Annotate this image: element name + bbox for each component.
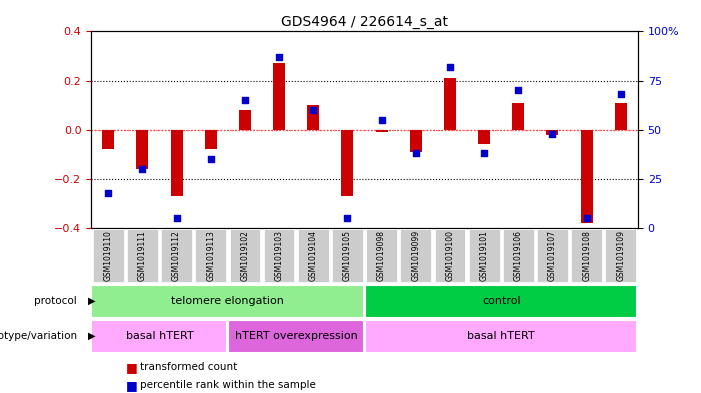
Text: ■: ■ bbox=[126, 361, 138, 374]
Point bbox=[342, 215, 353, 221]
Point bbox=[308, 107, 319, 113]
Point bbox=[615, 91, 627, 97]
Point bbox=[239, 97, 250, 103]
Text: GSM1019112: GSM1019112 bbox=[172, 230, 181, 281]
Text: ■: ■ bbox=[126, 378, 138, 392]
FancyBboxPatch shape bbox=[400, 229, 431, 282]
Text: GSM1019098: GSM1019098 bbox=[377, 230, 386, 281]
Point bbox=[581, 215, 592, 221]
FancyBboxPatch shape bbox=[365, 320, 637, 352]
FancyBboxPatch shape bbox=[127, 229, 158, 282]
FancyBboxPatch shape bbox=[228, 320, 363, 352]
FancyBboxPatch shape bbox=[366, 229, 397, 282]
Bar bbox=[444, 78, 456, 130]
Text: protocol: protocol bbox=[34, 296, 77, 306]
Text: GSM1019105: GSM1019105 bbox=[343, 230, 352, 281]
FancyBboxPatch shape bbox=[91, 285, 363, 317]
Text: GSM1019104: GSM1019104 bbox=[308, 230, 318, 281]
FancyBboxPatch shape bbox=[161, 229, 192, 282]
FancyBboxPatch shape bbox=[93, 229, 123, 282]
Text: GSM1019110: GSM1019110 bbox=[104, 230, 113, 281]
Point bbox=[512, 87, 524, 94]
Text: ▶: ▶ bbox=[88, 331, 95, 341]
Point bbox=[273, 54, 285, 60]
Bar bbox=[547, 130, 559, 135]
Text: GSM1019111: GSM1019111 bbox=[138, 230, 147, 281]
Text: telomere elongation: telomere elongation bbox=[171, 296, 285, 306]
FancyBboxPatch shape bbox=[571, 229, 602, 282]
FancyBboxPatch shape bbox=[264, 229, 294, 282]
Bar bbox=[580, 130, 592, 223]
Text: genotype/variation: genotype/variation bbox=[0, 331, 77, 341]
Point bbox=[102, 189, 114, 196]
Text: hTERT overexpression: hTERT overexpression bbox=[235, 331, 358, 341]
Point bbox=[410, 150, 421, 156]
Bar bbox=[376, 130, 388, 132]
FancyBboxPatch shape bbox=[298, 229, 329, 282]
Point bbox=[444, 64, 456, 70]
FancyBboxPatch shape bbox=[435, 229, 465, 282]
Point bbox=[376, 117, 387, 123]
Bar bbox=[205, 130, 217, 149]
Bar bbox=[478, 130, 490, 145]
FancyBboxPatch shape bbox=[229, 229, 260, 282]
Bar bbox=[512, 103, 524, 130]
Point bbox=[137, 166, 148, 172]
Text: GSM1019100: GSM1019100 bbox=[445, 230, 454, 281]
Bar bbox=[615, 103, 627, 130]
Text: GSM1019101: GSM1019101 bbox=[479, 230, 489, 281]
FancyBboxPatch shape bbox=[606, 229, 637, 282]
FancyBboxPatch shape bbox=[196, 229, 226, 282]
FancyBboxPatch shape bbox=[91, 320, 226, 352]
Text: percentile rank within the sample: percentile rank within the sample bbox=[140, 380, 316, 390]
FancyBboxPatch shape bbox=[332, 229, 363, 282]
Point bbox=[479, 150, 490, 156]
Bar bbox=[307, 105, 319, 130]
Bar bbox=[273, 63, 285, 130]
Bar bbox=[239, 110, 251, 130]
Bar bbox=[410, 130, 422, 152]
Text: basal hTERT: basal hTERT bbox=[468, 331, 535, 341]
Text: GSM1019113: GSM1019113 bbox=[206, 230, 215, 281]
Text: GSM1019102: GSM1019102 bbox=[240, 230, 250, 281]
Text: GSM1019108: GSM1019108 bbox=[582, 230, 591, 281]
Text: GSM1019109: GSM1019109 bbox=[616, 230, 625, 281]
Text: control: control bbox=[482, 296, 521, 306]
Point bbox=[205, 156, 217, 162]
Text: GSM1019103: GSM1019103 bbox=[275, 230, 284, 281]
FancyBboxPatch shape bbox=[365, 285, 637, 317]
Point bbox=[547, 130, 558, 137]
Bar bbox=[170, 130, 182, 196]
Text: GSM1019099: GSM1019099 bbox=[411, 230, 421, 281]
Point bbox=[171, 215, 182, 221]
FancyBboxPatch shape bbox=[503, 229, 533, 282]
Text: ▶: ▶ bbox=[88, 296, 95, 306]
FancyBboxPatch shape bbox=[469, 229, 500, 282]
Text: GSM1019107: GSM1019107 bbox=[548, 230, 557, 281]
Text: GSM1019106: GSM1019106 bbox=[514, 230, 523, 281]
Title: GDS4964 / 226614_s_at: GDS4964 / 226614_s_at bbox=[281, 15, 448, 29]
Text: transformed count: transformed count bbox=[140, 362, 238, 373]
Text: basal hTERT: basal hTERT bbox=[125, 331, 193, 341]
FancyBboxPatch shape bbox=[537, 229, 568, 282]
Bar bbox=[137, 130, 149, 169]
Bar bbox=[341, 130, 353, 196]
Bar bbox=[102, 130, 114, 149]
